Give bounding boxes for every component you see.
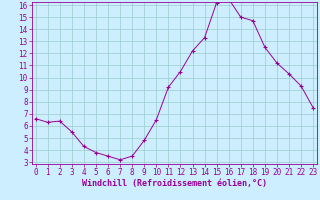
X-axis label: Windchill (Refroidissement éolien,°C): Windchill (Refroidissement éolien,°C) [82,179,267,188]
